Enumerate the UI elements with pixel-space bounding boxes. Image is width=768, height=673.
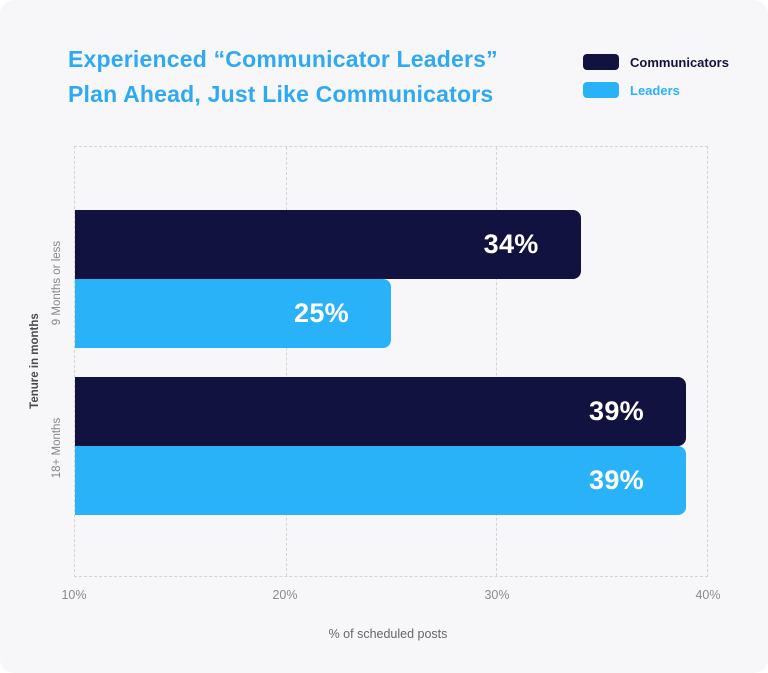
- x-tick-20: 20%: [272, 588, 298, 602]
- chart-title-line-2: Plan Ahead, Just Like Communicators: [68, 81, 494, 107]
- bar-communicators-9-months: 34%: [75, 210, 581, 279]
- legend-label-communicators: Communicators: [630, 54, 729, 70]
- bar-leaders-9-months: 25%: [75, 279, 391, 348]
- bar-value-label: 34%: [483, 229, 539, 259]
- gridline-30-percent: [496, 147, 498, 576]
- category-label-9-months-or-less: 9 Months or less: [51, 240, 63, 326]
- category-label-18-plus-months: 18+ Months: [51, 417, 63, 479]
- y-axis-title: Tenure in months: [29, 313, 41, 409]
- x-tick-40: 40%: [695, 588, 721, 602]
- chart-title: Experienced “Communicator Leaders” Plan …: [68, 42, 498, 112]
- gridline-20-percent: [285, 147, 287, 576]
- bar-communicators-18-months: 39%: [75, 377, 686, 446]
- legend-label-leaders: Leaders: [630, 82, 680, 98]
- legend-item-communicators: Communicators: [583, 54, 729, 70]
- plot-area: 34% 25% 39% 39%: [74, 146, 708, 577]
- legend: Communicators Leaders: [583, 54, 729, 110]
- legend-item-leaders: Leaders: [583, 82, 729, 98]
- bar-leaders-18-months: 39%: [75, 446, 686, 515]
- legend-swatch-leaders: [583, 82, 619, 98]
- legend-swatch-communicators: [583, 54, 619, 70]
- bar-value-label: 39%: [589, 396, 644, 426]
- x-tick-30: 30%: [484, 588, 510, 602]
- bar-value-label: 39%: [589, 465, 644, 495]
- x-axis-title: % of scheduled posts: [328, 627, 448, 641]
- x-tick-10: 10%: [61, 588, 87, 602]
- chart-title-line-1: Experienced “Communicator Leaders”: [68, 46, 498, 72]
- bar-value-label: 25%: [294, 298, 349, 328]
